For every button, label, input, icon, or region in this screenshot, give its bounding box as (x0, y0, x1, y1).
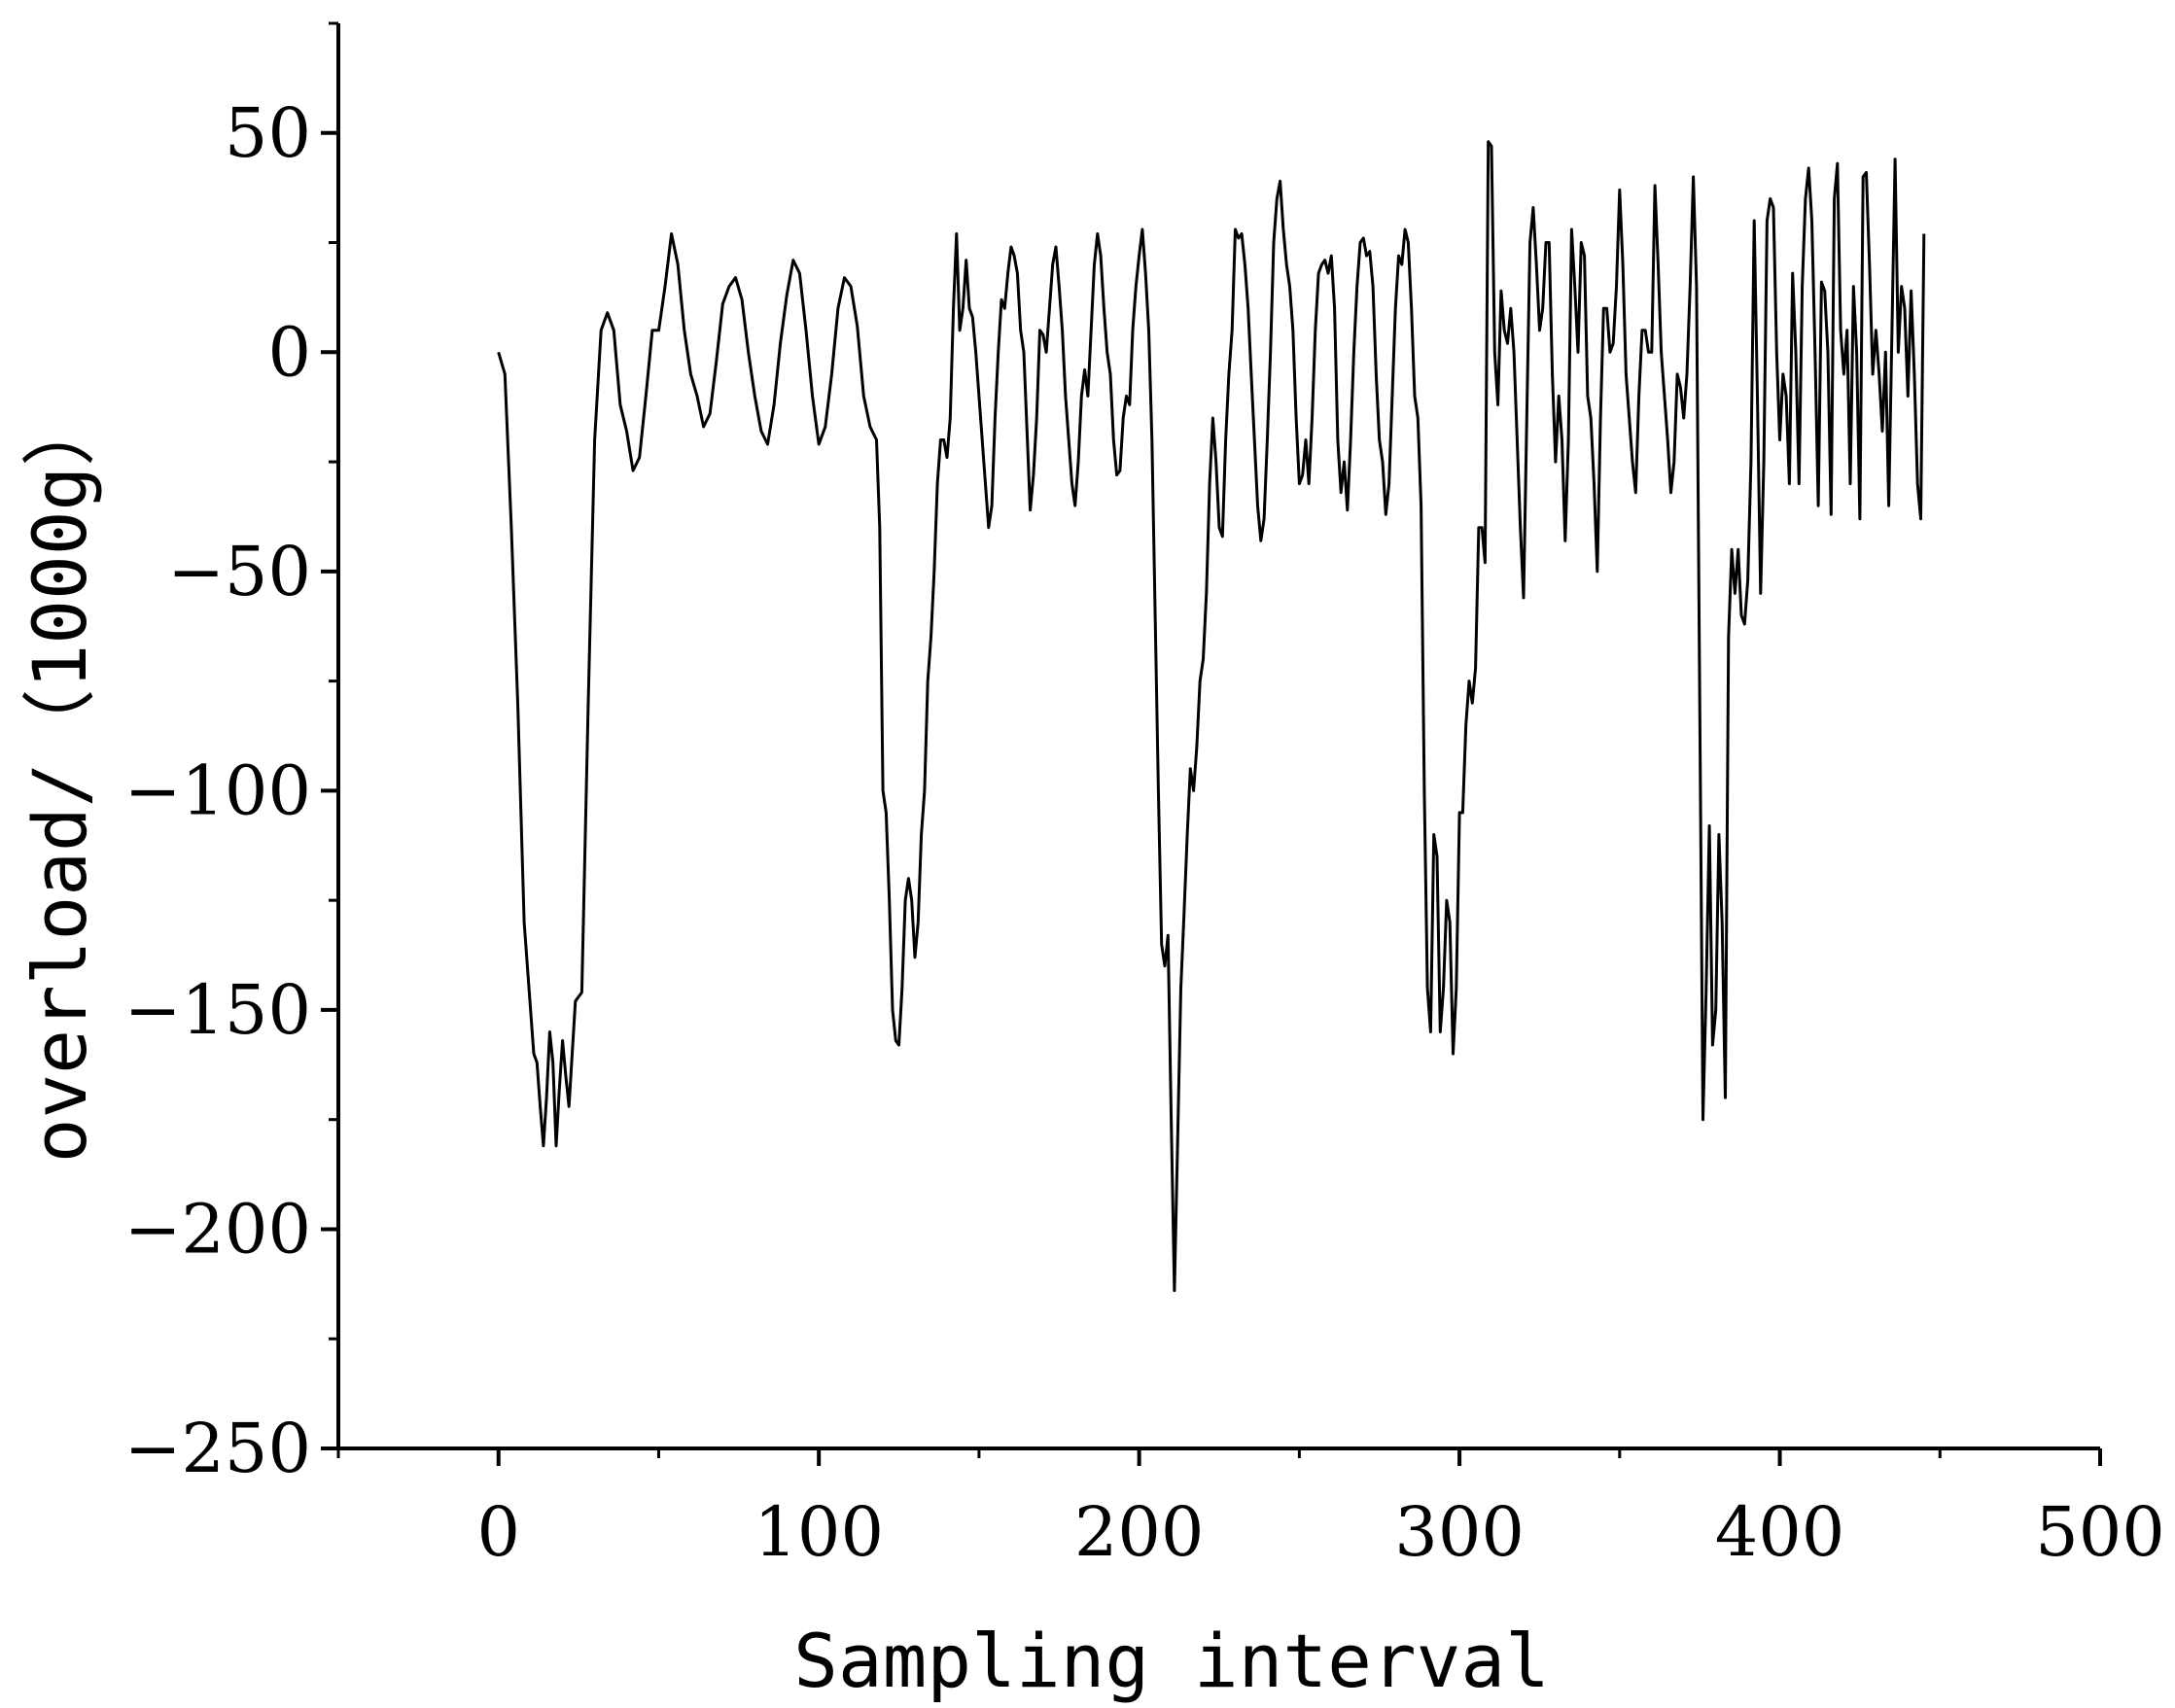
y-tick-label: −100 (124, 750, 311, 830)
y-tick-label: 0 (267, 312, 311, 392)
y-tick-label: 50 (225, 93, 311, 173)
x-tick-label: 400 (1715, 1492, 1845, 1572)
x-tick-label: 500 (2035, 1492, 2165, 1572)
axes: 0 100 200 300 400 500 −250 −200 −150 −100 −50 0 50 (124, 21, 2165, 1572)
y-tick-label: −150 (124, 970, 311, 1050)
y-tick-label: −50 (167, 532, 311, 611)
axis-ticks: 0 100 200 300 400 500 −250 −200 −150 −100 −50 0 50 (124, 21, 2165, 1572)
x-tick-label: 200 (1074, 1492, 1205, 1572)
x-tick-label: 100 (754, 1492, 884, 1572)
y-tick-label: −250 (124, 1409, 311, 1488)
series-line (497, 140, 1926, 1293)
x-axis-title: Sampling interval (793, 1618, 1550, 1704)
x-tick-label: 300 (1394, 1492, 1525, 1572)
y-tick-label: −200 (124, 1189, 311, 1269)
x-tick-label: 0 (476, 1492, 520, 1572)
y-axis-title: overload/（1000g） (17, 393, 103, 1164)
